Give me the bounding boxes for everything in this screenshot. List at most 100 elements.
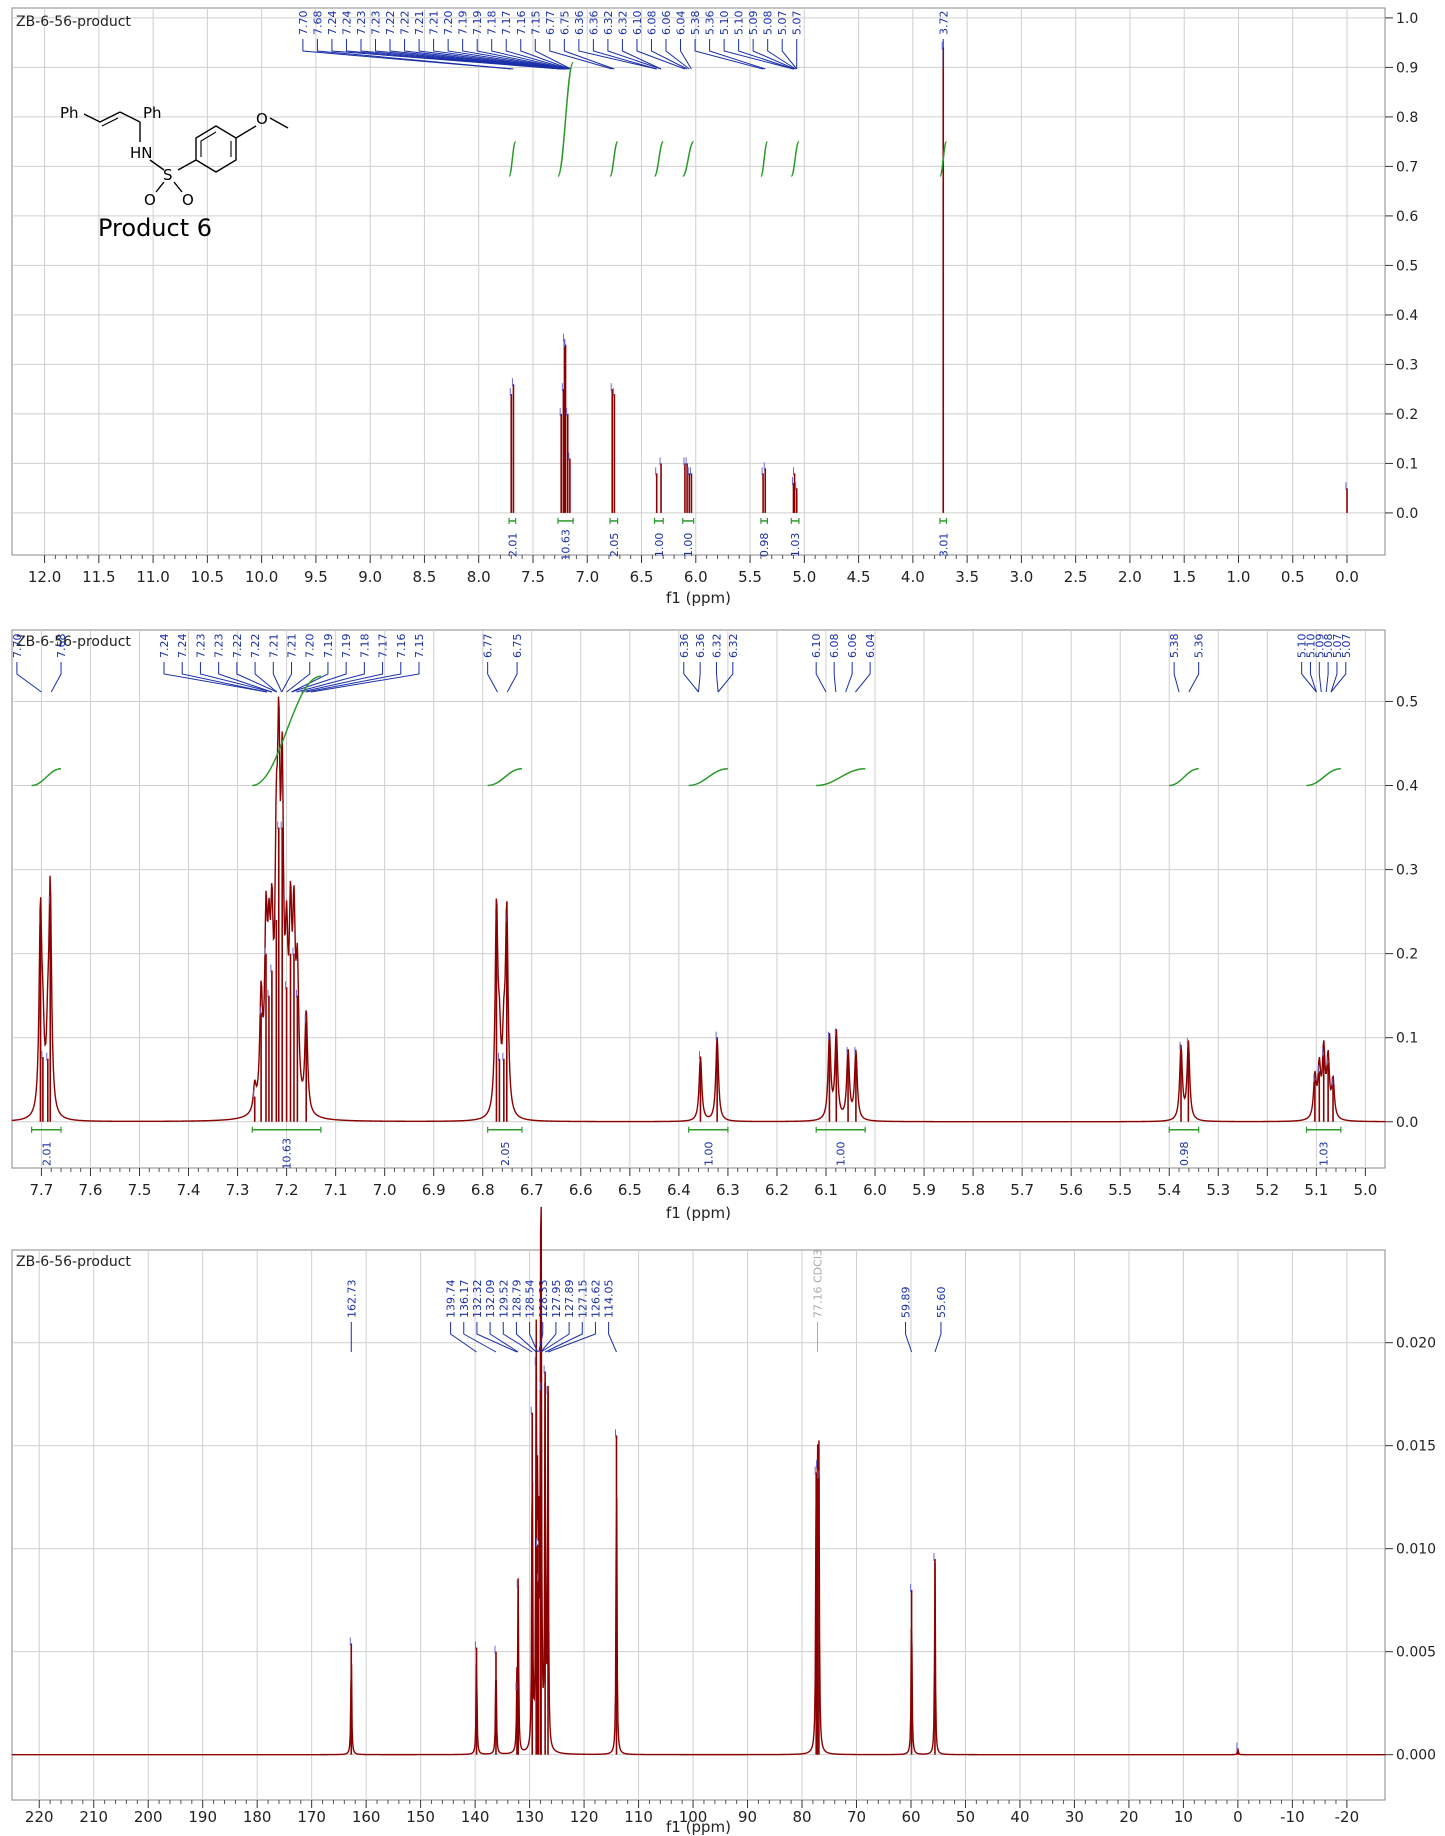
peak-label: 7.21	[286, 634, 299, 659]
x-tick-label: 6.5	[618, 1181, 642, 1199]
peak-label: 77.16 CDCl3	[811, 1249, 824, 1318]
x-tick-label: 12.0	[28, 568, 61, 586]
x-tick-label: 210	[79, 1808, 108, 1826]
x-tick-label: 3.5	[955, 568, 979, 586]
x-tick-label: 2.5	[1064, 568, 1088, 586]
peak-label-leader	[404, 39, 564, 70]
peak-label: 5.07	[1331, 634, 1344, 659]
peak-label: 5.08	[762, 11, 775, 36]
peak-label: 7.70	[11, 634, 24, 659]
y-tick-label: 0.4	[1396, 779, 1418, 795]
peak-label-leader	[281, 662, 293, 693]
peak-label-leader	[1330, 662, 1338, 693]
peak-label-leader	[665, 39, 690, 70]
x-tick-label: 60	[901, 1808, 920, 1826]
x-tick-label: 7.1	[324, 1181, 348, 1199]
peak-label: 7.22	[399, 11, 412, 36]
peak-label-leader	[1325, 662, 1329, 693]
x-tick-label: 11.0	[136, 568, 169, 586]
peak-label: 7.17	[500, 11, 513, 36]
peak-label-leader	[301, 662, 384, 693]
structure-ring	[195, 125, 237, 173]
y-tick-label: 0.1	[1396, 1031, 1418, 1047]
peak-label: 7.20	[442, 11, 455, 36]
x-tick-label: 220	[25, 1808, 54, 1826]
x-tick-label: 6.7	[520, 1181, 544, 1199]
peak-label-leader	[375, 39, 563, 70]
x-tick-label: 7.0	[373, 1181, 397, 1199]
x-tick-label: 5.9	[912, 1181, 936, 1199]
peak-label-leader	[1330, 662, 1347, 693]
integral-curve	[653, 140, 664, 178]
x-tick-label: 130	[515, 1808, 544, 1826]
peak-label: 6.36	[694, 634, 707, 659]
peak-label-leader	[621, 39, 662, 70]
peak-label-leader	[607, 39, 662, 70]
y-tick-label: 0.3	[1396, 357, 1418, 373]
peak-label: 7.24	[158, 634, 171, 659]
x-axis-label: f1 (ppm)	[666, 1818, 731, 1836]
peak-label: 7.23	[213, 634, 226, 659]
plot-frame	[11, 7, 1386, 556]
peak-label-leader	[236, 662, 277, 693]
peak-label-leader	[462, 39, 567, 70]
peak-label-leader	[433, 39, 565, 70]
peak-label-leader	[450, 1322, 477, 1353]
peak-label-leader	[683, 662, 699, 693]
integral-value: 1.00	[682, 533, 695, 558]
structure-label-o: O	[256, 110, 268, 128]
peak-label-leader	[715, 662, 719, 693]
x-tick-label: 7.6	[79, 1181, 103, 1199]
integral-curve	[760, 140, 769, 178]
peak-label: 5.08	[1322, 634, 1335, 659]
x-tick-label: 5.4	[1157, 1181, 1181, 1199]
x-tick-label: 0	[1233, 1808, 1243, 1826]
x-tick-label: 6.9	[422, 1181, 446, 1199]
y-tick-label: 0.8	[1396, 110, 1418, 126]
peak-label-leader	[476, 1322, 518, 1353]
integral-curve	[252, 675, 322, 787]
peak-label-leader	[506, 662, 518, 693]
peak-label-leader	[520, 39, 571, 70]
peak-label-leader	[502, 1322, 533, 1353]
peak-label-leader	[489, 1322, 519, 1353]
peak-label: 5.07	[776, 11, 789, 36]
spectrum-panel-3: 220 210 200 190 180 170 160 150 140 130 120 110 100 9…	[11, 1206, 1436, 1836]
peak-label: 6.08	[645, 11, 658, 36]
y-tick-label: 0.2	[1396, 947, 1418, 963]
peak-label: 6.32	[602, 11, 615, 36]
peak-label-leader	[717, 662, 734, 693]
integral-value: 3.01	[937, 533, 950, 558]
peak-label: 5.07	[1340, 634, 1353, 659]
x-tick-label: 0.0	[1335, 568, 1359, 586]
y-tick-label: 0.6	[1396, 209, 1418, 225]
peak-label: 7.22	[249, 634, 262, 659]
peak-label-leader	[538, 1322, 544, 1353]
peak-label-leader	[534, 39, 572, 70]
integral-curve	[557, 61, 574, 178]
peak-label: 7.19	[457, 11, 470, 36]
peak-label: 136.17	[458, 1280, 471, 1319]
x-tick-label: 4.0	[901, 568, 925, 586]
peak-label: 6.77	[544, 11, 557, 36]
x-tick-label: 9.0	[358, 568, 382, 586]
y-tick-label: 0.005	[1396, 1645, 1436, 1661]
peak-label: 7.21	[428, 11, 441, 36]
integral-curve	[790, 140, 800, 178]
peak-label: 6.36	[678, 634, 691, 659]
peak-label: 7.23	[370, 11, 383, 36]
x-tick-label: 6.4	[667, 1181, 691, 1199]
peak-label-leader	[418, 39, 565, 70]
x-tick-label: 8.5	[413, 568, 437, 586]
integral-curve	[816, 767, 866, 787]
y-tick-label: 0.020	[1396, 1336, 1436, 1352]
x-tick-label: 6.0	[684, 568, 708, 586]
peak-label: 7.23	[194, 634, 207, 659]
integral-value: 10.63	[281, 1138, 294, 1170]
structure-bond	[101, 117, 119, 127]
chart-title: ZB-6-56-product	[16, 1254, 131, 1270]
peak-label: 6.08	[828, 634, 841, 659]
x-tick-label: 7.5	[521, 568, 545, 586]
peak-label: 126.62	[589, 1280, 602, 1319]
peak-label-leader	[905, 1322, 913, 1353]
